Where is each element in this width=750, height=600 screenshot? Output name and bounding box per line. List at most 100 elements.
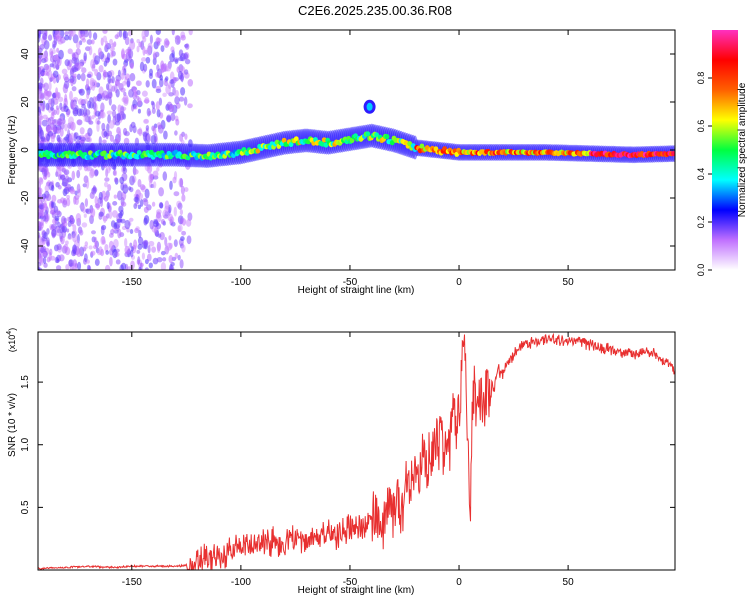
colorbar-tick-label: 0.0 [696,264,706,277]
spectrogram-noise-cell [78,63,84,69]
spectrogram-noise-cell [163,130,168,140]
spectrogram-x-tick-label: -50 [343,277,358,288]
spectrogram-noise-cell [136,249,141,254]
spectrogram-noise-cell [164,236,168,247]
spectrogram-noise-cell [156,64,160,72]
snr-x-tick-label: -50 [343,577,358,588]
spectrogram-ridge-cell [407,141,413,147]
spectrogram-noise-cell [61,174,66,183]
spectrogram-noise-cell [88,45,93,56]
spectrogram-noise-cell [88,265,92,270]
spectrogram-noise-cell [143,99,150,104]
spectrogram-noise-cell [158,78,164,88]
spectrogram-noise-cell [136,128,143,135]
spectrogram-noise-cell [112,248,118,259]
spectrogram-noise-cell [175,118,180,126]
spectrogram-noise-cell [38,30,42,34]
spectrogram-noise-cell [122,127,128,136]
spectrogram-noise-cell [72,233,78,243]
spectrogram-noise-cell [133,105,138,110]
spectrogram-noise-cell [151,101,156,109]
spectrogram-noise-cell [50,51,54,56]
spectrogram-noise-cell [138,229,142,239]
spectrogram-noise-cell [116,112,121,122]
spectrogram-noise-cell [149,173,153,182]
spectrogram-noise-cell [94,110,101,117]
spectrogram-noise-cell [147,245,151,254]
spectrogram-noise-cell [149,68,153,77]
spectrogram-noise-cell [81,67,87,74]
spectrogram-noise-cell [47,171,51,178]
spectrogram-noise-cell [88,115,92,125]
spectrogram-noise-cell [187,79,194,87]
spectrogram-noise-cell [127,30,133,37]
spectrogram-noise-cell [83,116,88,123]
spectrogram-noise-cell [81,222,88,228]
spectrogram-noise-cell [177,254,181,261]
snr-x-tick-label: 0 [456,577,462,588]
spectrogram-x-label: Height of straight line (km) [298,285,415,296]
spectrogram-noise-cell [59,235,63,242]
spectrogram-noise-cell [69,189,76,195]
spectrogram-noise-cell [162,92,167,97]
spectrogram-noise-cell [56,226,61,237]
spectrogram-noise-cell [38,232,41,239]
spectrogram-noise-cell [87,137,92,143]
spectrogram-noise-cell [184,58,191,65]
spectrogram-noise-cell [71,266,77,270]
spectrogram-noise-cell [133,239,138,250]
spectrogram-noise-cell [129,175,135,186]
spectrogram-ridge-cell [670,151,675,157]
spectrogram-noise-cell [164,40,170,46]
spectrogram-noise-cell [51,232,56,239]
spectrogram-noise-cell [155,30,161,35]
spectrogram-noise-cell [145,80,150,88]
spectrogram-noise-cell [136,45,140,53]
spectrogram-ridge-cell [86,154,91,160]
spectrogram-noise-cell [49,122,55,130]
spectrogram-noise-cell [94,102,98,113]
spectrogram-noise-cell [93,244,98,250]
spectrogram-noise-cell [184,187,189,193]
spectrogram-noise-cell [69,216,75,222]
spectrogram-noise-cell [128,186,132,191]
spectrogram-noise-cell [184,133,188,140]
spectrogram-noise-cell [63,73,69,81]
snr-frame [37,331,676,571]
spectrogram-noise-cell [120,87,126,93]
spectrogram-noise-cell [180,72,184,83]
spectrogram-noise-cell [100,248,105,257]
spectrogram-noise-cell [151,246,157,253]
spectrogram-ridge-cell [374,132,379,138]
spectrogram-noise-cell [168,265,175,270]
spectrogram-noise-cell [91,115,95,120]
spectrogram-noise-cell [48,81,52,91]
spectrogram-noise-cell [53,109,58,116]
spectrogram-noise-cell [38,82,43,90]
spectrogram-noise-cell [62,198,68,206]
spectrogram-noise-cell [46,228,50,235]
spectrogram-noise-cell [83,52,87,62]
spectrogram-noise-cell [144,267,149,270]
chart-title: C2E6.2025.235.00.36.R08 [298,3,452,18]
spectrogram-noise-cell [138,41,143,48]
spectrogram-noise-cell [149,219,154,230]
spectrogram-noise-cell [135,80,142,87]
spectrogram-noise-cell [96,122,100,133]
spectrogram-noise-cell [46,90,52,98]
spectrogram-noise-cell [72,107,79,117]
spectrogram-noise-cell [71,52,76,58]
spectrogram-noise-cell [172,76,177,84]
spectrogram-noise-cell [138,192,144,200]
spectrogram-noise-cell [85,78,90,89]
snr-y-tick-label: 1.0 [20,437,31,451]
spectrogram-noise-cell [58,49,64,60]
spectrogram-noise-cell [69,30,74,37]
colorbar-ticks: 0.0 0.2 0.4 0.6 0.8 [696,72,712,277]
spectrogram-noise-cell [142,45,146,56]
spectrogram-noise-cell [151,78,157,89]
spectrogram-noise-cell [137,108,141,114]
spectrogram-noise-cell [106,201,110,210]
spectrogram-noise-cell [72,34,79,44]
spectrogram-noise-cell [112,58,118,66]
